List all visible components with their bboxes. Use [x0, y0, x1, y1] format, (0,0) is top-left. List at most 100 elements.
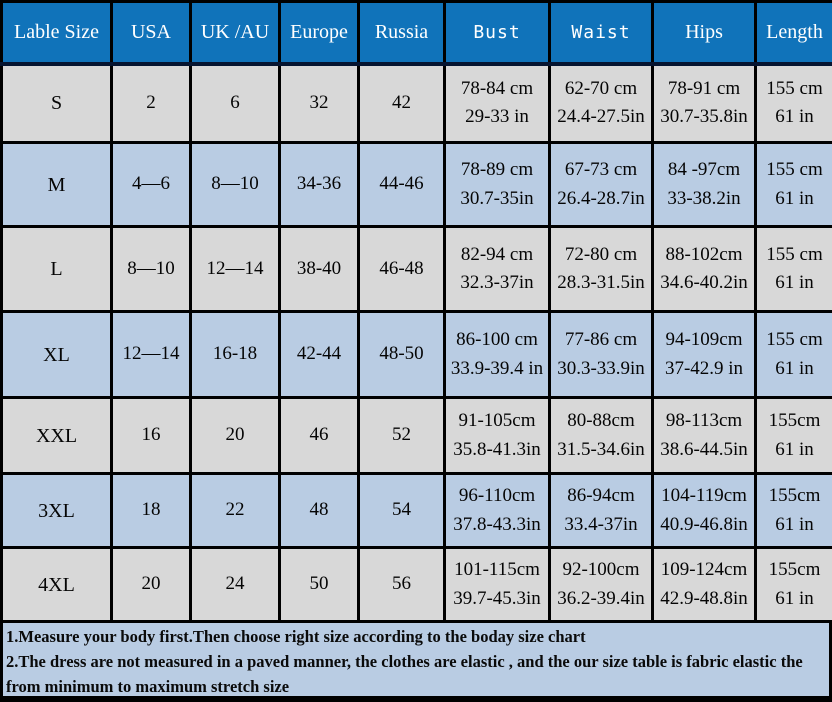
- length-cell: 155 cm 61 in: [754, 225, 832, 313]
- bust-in-value: 37.8-43.3in: [453, 513, 541, 535]
- size-label-cell: 4XL: [0, 546, 113, 623]
- russia-cell: 56: [357, 546, 446, 623]
- note-1: 1.Measure your body first.Then choose ri…: [6, 627, 586, 646]
- europe-cell: 32: [278, 62, 360, 144]
- hips-in-value: 33-38.2in: [667, 187, 741, 209]
- waist-cell: 62-70 cm 24.4-27.5in: [548, 62, 654, 144]
- bust-cm-value: 78-89 cm: [460, 159, 534, 180]
- length-cm-value: 155cm: [768, 410, 821, 431]
- table-row: M 4—6 8—10 34-36 44-46 78-89 cm 30.7-35i…: [0, 141, 832, 228]
- russia-cell: 52: [357, 396, 446, 475]
- length-cell: 155 cm 61 in: [754, 310, 832, 399]
- europe-cell: 42-44: [278, 310, 360, 399]
- waist-cell: 72-80 cm 28.3-31.5in: [548, 225, 654, 313]
- waist-cell: 77-86 cm 30.3-33.9in: [548, 310, 654, 399]
- waist-cm-value: 92-100cm: [562, 559, 640, 580]
- hips-cell: 94-109cm 37-42.9 in: [651, 310, 757, 399]
- size-label-cell: XL: [0, 310, 113, 399]
- table-row: S 2 6 32 42 78-84 cm 29-33 in 62-70 cm 2…: [0, 62, 832, 144]
- usa-cell: 20: [110, 546, 192, 623]
- table-row: XXL 16 20 46 52 91-105cm 35.8-41.3in 80-…: [0, 396, 832, 475]
- column-header-lable-size: Lable Size: [0, 0, 113, 66]
- length-cell: 155cm 61 in: [754, 396, 832, 475]
- table-row: 4XL 20 24 50 56 101-115cm 39.7-45.3in 92…: [0, 546, 832, 623]
- length-cell: 155cm 61 in: [754, 472, 832, 549]
- length-in-value: 61 in: [775, 106, 814, 128]
- length-in-value: 61 in: [775, 438, 814, 460]
- bust-in-value: 39.7-45.3in: [453, 587, 541, 609]
- length-in-value: 61 in: [775, 357, 814, 379]
- hips-cell: 88-102cm 34.6-40.2in: [651, 225, 757, 313]
- waist-cell: 67-73 cm 26.4-28.7in: [548, 141, 654, 228]
- russia-cell: 54: [357, 472, 446, 549]
- bust-cm-value: 101-115cm: [454, 559, 540, 580]
- hips-cm-value: 104-119cm: [661, 485, 747, 506]
- usa-cell: 12—14: [110, 310, 192, 399]
- hips-cell: 109-124cm 42.9-48.8in: [651, 546, 757, 623]
- column-header-length: Length: [754, 0, 832, 66]
- length-in-value: 61 in: [775, 513, 814, 535]
- measurement-notes: 1.Measure your body first.Then choose ri…: [0, 623, 832, 696]
- bust-in-value: 29-33 in: [465, 106, 529, 128]
- length-in-value: 61 in: [775, 587, 814, 609]
- bust-cell: 86-100 cm 33.9-39.4 in: [443, 310, 551, 399]
- hips-cell: 84 -97cm 33-38.2in: [651, 141, 757, 228]
- waist-in-value: 28.3-31.5in: [557, 272, 645, 293]
- usa-cell: 2: [110, 62, 192, 144]
- size-label-cell: M: [0, 141, 113, 228]
- russia-cell: 48-50: [357, 310, 446, 399]
- waist-cm-value: 80-88cm: [567, 410, 635, 431]
- table-body: S 2 6 32 42 78-84 cm 29-33 in 62-70 cm 2…: [0, 62, 832, 623]
- waist-in-value: 36.2-39.4in: [557, 587, 645, 609]
- bust-cm-value: 86-100 cm: [456, 329, 538, 350]
- waist-cm-value: 77-86 cm: [564, 329, 638, 350]
- column-header-hips: Hips: [651, 0, 757, 66]
- waist-cm-value: 86-94cm: [567, 485, 635, 506]
- bust-cell: 91-105cm 35.8-41.3in: [443, 396, 551, 475]
- russia-cell: 46-48: [357, 225, 446, 313]
- europe-cell: 46: [278, 396, 360, 475]
- length-cm-value: 155 cm: [766, 243, 823, 265]
- hips-cm-value: 84 -97cm: [667, 159, 741, 180]
- length-cm-value: 155 cm: [766, 159, 823, 180]
- russia-cell: 42: [357, 62, 446, 144]
- uk-au-cell: 22: [189, 472, 281, 549]
- table-row: XL 12—14 16-18 42-44 48-50 86-100 cm 33.…: [0, 310, 832, 399]
- usa-cell: 8—10: [110, 225, 192, 313]
- column-header-europe: Europe: [278, 0, 360, 66]
- size-label-cell: L: [0, 225, 113, 313]
- waist-cell: 80-88cm 31.5-34.6in: [548, 396, 654, 475]
- hips-cm-value: 98-113cm: [665, 410, 743, 431]
- length-in-value: 61 in: [775, 272, 814, 293]
- europe-cell: 38-40: [278, 225, 360, 313]
- waist-cm-value: 62-70 cm: [564, 77, 638, 99]
- length-in-value: 61 in: [775, 187, 814, 209]
- uk-au-cell: 6: [189, 62, 281, 144]
- uk-au-cell: 24: [189, 546, 281, 623]
- bust-in-value: 33.9-39.4 in: [450, 357, 544, 379]
- uk-au-cell: 8—10: [189, 141, 281, 228]
- europe-cell: 48: [278, 472, 360, 549]
- size-label-cell: XXL: [0, 396, 113, 475]
- bust-cell: 78-89 cm 30.7-35in: [443, 141, 551, 228]
- bust-cell: 78-84 cm 29-33 in: [443, 62, 551, 144]
- europe-cell: 50: [278, 546, 360, 623]
- hips-in-value: 37-42.9 in: [664, 357, 744, 379]
- usa-cell: 18: [110, 472, 192, 549]
- length-cm-value: 155 cm: [766, 329, 823, 350]
- bust-in-value: 35.8-41.3in: [453, 438, 541, 460]
- note-2: 2.The dress are not measured in a paved …: [6, 652, 803, 696]
- bust-cell: 82-94 cm 32.3-37in: [443, 225, 551, 313]
- usa-cell: 16: [110, 396, 192, 475]
- uk-au-cell: 16-18: [189, 310, 281, 399]
- length-cm-value: 155 cm: [766, 77, 823, 99]
- waist-in-value: 30.3-33.9in: [557, 357, 645, 379]
- bust-cm-value: 78-84 cm: [460, 77, 534, 99]
- hips-cm-value: 78-91 cm: [667, 77, 741, 99]
- bust-in-value: 32.3-37in: [460, 272, 534, 293]
- column-header-uk-au: UK /AU: [189, 0, 281, 66]
- size-label-cell: 3XL: [0, 472, 113, 549]
- table-row: 3XL 18 22 48 54 96-110cm 37.8-43.3in 86-…: [0, 472, 832, 549]
- length-cell: 155 cm 61 in: [754, 141, 832, 228]
- bust-cm-value: 82-94 cm: [460, 243, 534, 265]
